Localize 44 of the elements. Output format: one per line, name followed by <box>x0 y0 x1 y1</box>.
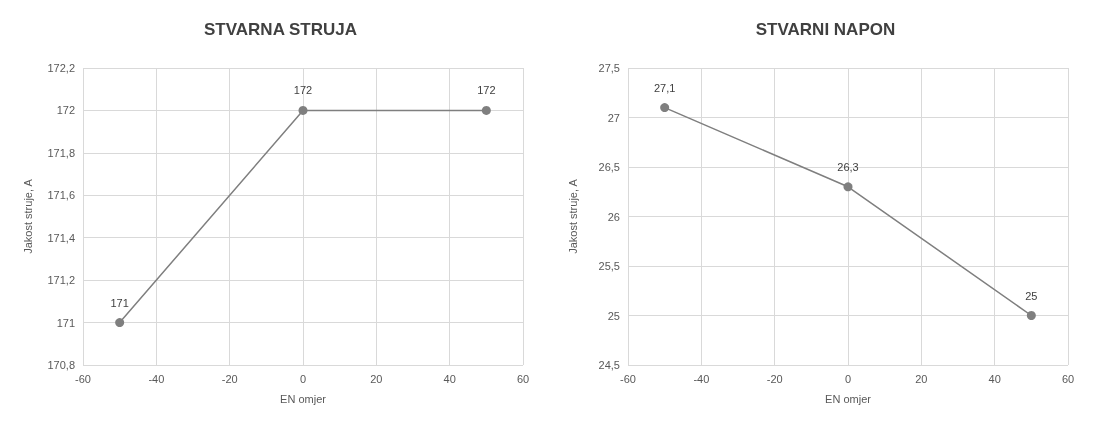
y-tick-label: 26,5 <box>598 161 620 173</box>
x-axis-title: EN omjer <box>280 392 327 405</box>
x-tick-label: 20 <box>370 372 383 385</box>
x-tick-label: -20 <box>766 372 783 385</box>
data-label: 172 <box>477 84 496 97</box>
point <box>1026 311 1036 320</box>
x-tick-label: -60 <box>620 372 636 385</box>
data-label: 25 <box>1025 289 1038 302</box>
y-tick-label: 27 <box>607 111 620 124</box>
x-tick-label: 40 <box>443 372 456 385</box>
y-tick-label: 171,2 <box>47 274 75 287</box>
data-label: 172 <box>293 84 313 97</box>
x-tick-label: 40 <box>988 372 1001 385</box>
x-tick-label: 60 <box>1061 372 1075 385</box>
x-axis-title: EN omjer <box>825 392 872 405</box>
y-tick-label: 27,5 <box>598 62 620 74</box>
point <box>843 182 853 192</box>
y-axis-title: Jakost struje, A <box>21 178 34 254</box>
y-tick-label: 170,8 <box>47 359 75 371</box>
y-tick-label: 24,5 <box>598 359 620 371</box>
y-tick-label: 172,2 <box>47 62 75 74</box>
x-tick-label: -60 <box>75 372 91 385</box>
chart-title: STVARNI NAPON <box>755 20 896 39</box>
x-tick-label: -40 <box>693 372 710 385</box>
y-tick-label: 171,6 <box>47 189 75 202</box>
x-tick-label: 0 <box>299 372 307 385</box>
data-label: 26,3 <box>837 160 859 173</box>
y-tick-label: 171 <box>56 316 75 329</box>
y-tick-label: 25,5 <box>598 260 620 272</box>
y-tick-label: 172 <box>56 104 75 117</box>
x-tick-label: 60 <box>516 372 530 385</box>
y-axis-title: Jakost struje, A <box>566 178 579 254</box>
data-label: 171 <box>110 296 129 309</box>
y-tick-label: 25 <box>607 309 620 322</box>
y-tick-label: 26 <box>607 210 620 223</box>
y-tick-label: 171,8 <box>47 146 75 159</box>
x-tick-label: 20 <box>915 372 928 385</box>
x-tick-label: -40 <box>148 372 165 385</box>
data-label: 27,1 <box>653 81 676 94</box>
chart-title: STVARNA STRUJA <box>203 20 358 39</box>
y-tick-label: 171,4 <box>47 231 75 244</box>
x-tick-label: 0 <box>844 372 852 385</box>
x-tick-label: -20 <box>221 372 238 385</box>
point <box>660 103 670 113</box>
